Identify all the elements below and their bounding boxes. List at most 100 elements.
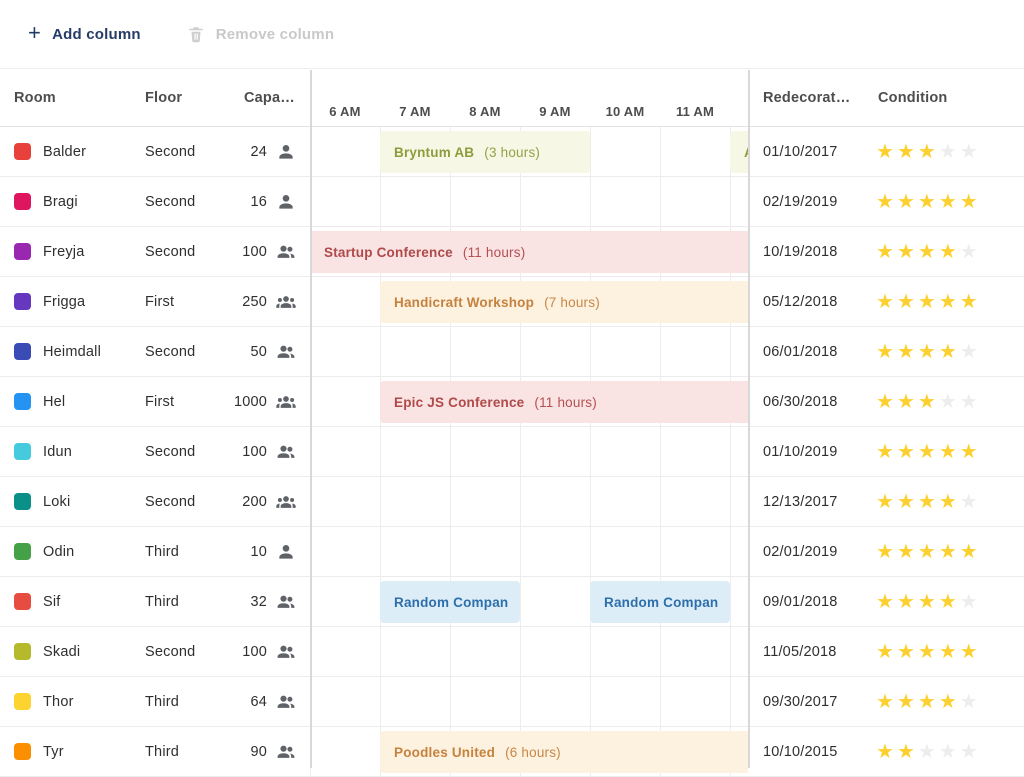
column-header-redecorated[interactable]: Redecorat… xyxy=(763,90,851,106)
floor-cell[interactable]: Second xyxy=(145,443,196,460)
capacity-cell[interactable]: 100 xyxy=(170,627,296,676)
column-header-floor[interactable]: Floor xyxy=(145,90,183,106)
room-cell[interactable]: Skadi xyxy=(14,627,80,676)
splitter-left[interactable] xyxy=(310,70,312,768)
event-bar[interactable]: Random Compan xyxy=(590,581,730,623)
schedule-lane[interactable] xyxy=(310,427,748,476)
room-cell[interactable]: Freyja xyxy=(14,227,85,276)
event-bar[interactable]: Startup Conference (11 hours) xyxy=(310,231,748,273)
room-cell[interactable]: Heimdall xyxy=(14,327,101,376)
schedule-lane[interactable]: Random Compan Random Compan xyxy=(310,577,748,626)
condition-cell[interactable]: ★ ★ ★ ★ ★ xyxy=(876,377,981,426)
star-icon: ★ xyxy=(896,141,918,163)
capacity-cell[interactable]: 90 xyxy=(170,727,296,776)
redecorated-cell[interactable]: 01/10/2019 xyxy=(763,443,838,460)
floor-cell[interactable]: Second xyxy=(145,493,196,510)
schedule-lane[interactable] xyxy=(310,177,748,226)
schedule-lane[interactable]: Handicraft Workshop (7 hours) xyxy=(310,277,748,326)
schedule-lane[interactable]: Startup Conference (11 hours) xyxy=(310,227,748,276)
redecorated-cell[interactable]: 10/10/2015 xyxy=(763,743,838,760)
floor-cell[interactable]: Third xyxy=(145,543,180,560)
redecorated-cell[interactable]: 06/01/2018 xyxy=(763,343,838,360)
floor-cell[interactable]: Second xyxy=(145,193,196,210)
floor-cell[interactable]: Second xyxy=(145,643,196,660)
floor-cell[interactable]: First xyxy=(145,293,175,310)
capacity-cell[interactable]: 250 xyxy=(170,277,296,326)
condition-cell[interactable]: ★ ★ ★ ★ ★ xyxy=(876,277,981,326)
column-header-condition[interactable]: Condition xyxy=(878,90,948,106)
capacity-cell[interactable]: 100 xyxy=(170,227,296,276)
column-header-room[interactable]: Room xyxy=(14,90,56,106)
condition-cell[interactable]: ★ ★ ★ ★ ★ xyxy=(876,677,981,726)
redecorated-cell[interactable]: 12/13/2017 xyxy=(763,493,838,510)
add-column-button[interactable]: + Add column xyxy=(28,22,141,45)
capacity-cell[interactable]: 16 xyxy=(170,177,296,226)
redecorated-cell[interactable]: 05/12/2018 xyxy=(763,293,838,310)
room-cell[interactable]: Odin xyxy=(14,527,74,576)
floor-cell[interactable]: Second xyxy=(145,243,196,260)
schedule-lane[interactable] xyxy=(310,477,748,526)
condition-cell[interactable]: ★ ★ ★ ★ ★ xyxy=(876,427,981,476)
redecorated-cell[interactable]: 10/19/2018 xyxy=(763,243,838,260)
redecorated-cell[interactable]: 06/30/2018 xyxy=(763,393,838,410)
schedule-lane[interactable] xyxy=(310,527,748,576)
room-cell[interactable]: Thor xyxy=(14,677,74,726)
event-bar[interactable]: Poodles United (6 hours) xyxy=(380,731,748,773)
capacity-cell[interactable]: 100 xyxy=(170,427,296,476)
remove-column-button[interactable]: Remove column xyxy=(187,25,334,43)
redecorated-cell[interactable]: 02/19/2019 xyxy=(763,193,838,210)
capacity-value: 100 xyxy=(242,643,267,660)
condition-cell[interactable]: ★ ★ ★ ★ ★ xyxy=(876,227,981,276)
capacity-cell[interactable]: 1000 xyxy=(170,377,296,426)
event-bar[interactable]: Epic JS Conference (11 hours) xyxy=(380,381,748,423)
floor-cell[interactable]: Third xyxy=(145,693,180,710)
redecorated-cell[interactable]: 01/10/2017 xyxy=(763,143,838,160)
capacity-cell[interactable]: 24 xyxy=(170,127,296,176)
room-cell[interactable]: Idun xyxy=(14,427,72,476)
condition-cell[interactable]: ★ ★ ★ ★ ★ xyxy=(876,727,981,776)
column-header-capacity[interactable]: Capa… xyxy=(244,90,295,106)
capacity-cell[interactable]: 50 xyxy=(170,327,296,376)
room-cell[interactable]: Bragi xyxy=(14,177,78,226)
schedule-lane[interactable] xyxy=(310,677,748,726)
redecorated-cell[interactable]: 09/30/2017 xyxy=(763,693,838,710)
condition-cell[interactable]: ★ ★ ★ ★ ★ xyxy=(876,577,981,626)
star-icon: ★ xyxy=(876,291,897,313)
capacity-cell[interactable]: 32 xyxy=(170,577,296,626)
room-cell[interactable]: Frigga xyxy=(14,277,85,326)
capacity-cell[interactable]: 10 xyxy=(170,527,296,576)
redecorated-cell[interactable]: 09/01/2018 xyxy=(763,593,838,610)
redecorated-cell[interactable]: 02/01/2019 xyxy=(763,543,838,560)
condition-cell[interactable]: ★ ★ ★ ★ ★ xyxy=(876,527,981,576)
splitter-right[interactable] xyxy=(748,70,750,768)
event-bar[interactable]: Random Compan xyxy=(380,581,520,623)
condition-cell[interactable]: ★ ★ ★ ★ ★ xyxy=(876,327,981,376)
redecorated-cell[interactable]: 11/05/2018 xyxy=(763,643,837,660)
event-bar[interactable]: Handicraft Workshop (7 hours) xyxy=(380,281,748,323)
condition-cell[interactable]: ★ ★ ★ ★ ★ xyxy=(876,627,981,676)
capacity-cell[interactable]: 64 xyxy=(170,677,296,726)
room-cell[interactable]: Balder xyxy=(14,127,86,176)
schedule-lane[interactable]: Poodles United (6 hours) xyxy=(310,727,748,776)
capacity-cell[interactable]: 200 xyxy=(170,477,296,526)
condition-cell[interactable]: ★ ★ ★ ★ ★ xyxy=(876,477,981,526)
floor-cell[interactable]: Third xyxy=(145,593,180,610)
floor-cell[interactable]: Third xyxy=(145,743,180,760)
floor-cell[interactable]: First xyxy=(145,393,175,410)
room-cell[interactable]: Hel xyxy=(14,377,65,426)
condition-cell[interactable]: ★ ★ ★ ★ ★ xyxy=(876,127,981,176)
room-cell[interactable]: Loki xyxy=(14,477,70,526)
event-bar[interactable]: Bryntum AB (3 hours) xyxy=(380,131,590,173)
star-icon: ★ xyxy=(938,291,960,313)
schedule-lane[interactable] xyxy=(310,327,748,376)
schedule-lane[interactable]: Epic JS Conference (11 hours) xyxy=(310,377,748,426)
schedule-lane[interactable] xyxy=(310,627,748,676)
star-icon: ★ xyxy=(876,691,897,713)
event-bar[interactable]: A xyxy=(730,131,748,173)
floor-cell[interactable]: Second xyxy=(145,343,196,360)
room-cell[interactable]: Tyr xyxy=(14,727,64,776)
room-cell[interactable]: Sif xyxy=(14,577,61,626)
schedule-lane[interactable]: Bryntum AB (3 hours) A xyxy=(310,127,748,176)
floor-cell[interactable]: Second xyxy=(145,143,196,160)
condition-cell[interactable]: ★ ★ ★ ★ ★ xyxy=(876,177,981,226)
